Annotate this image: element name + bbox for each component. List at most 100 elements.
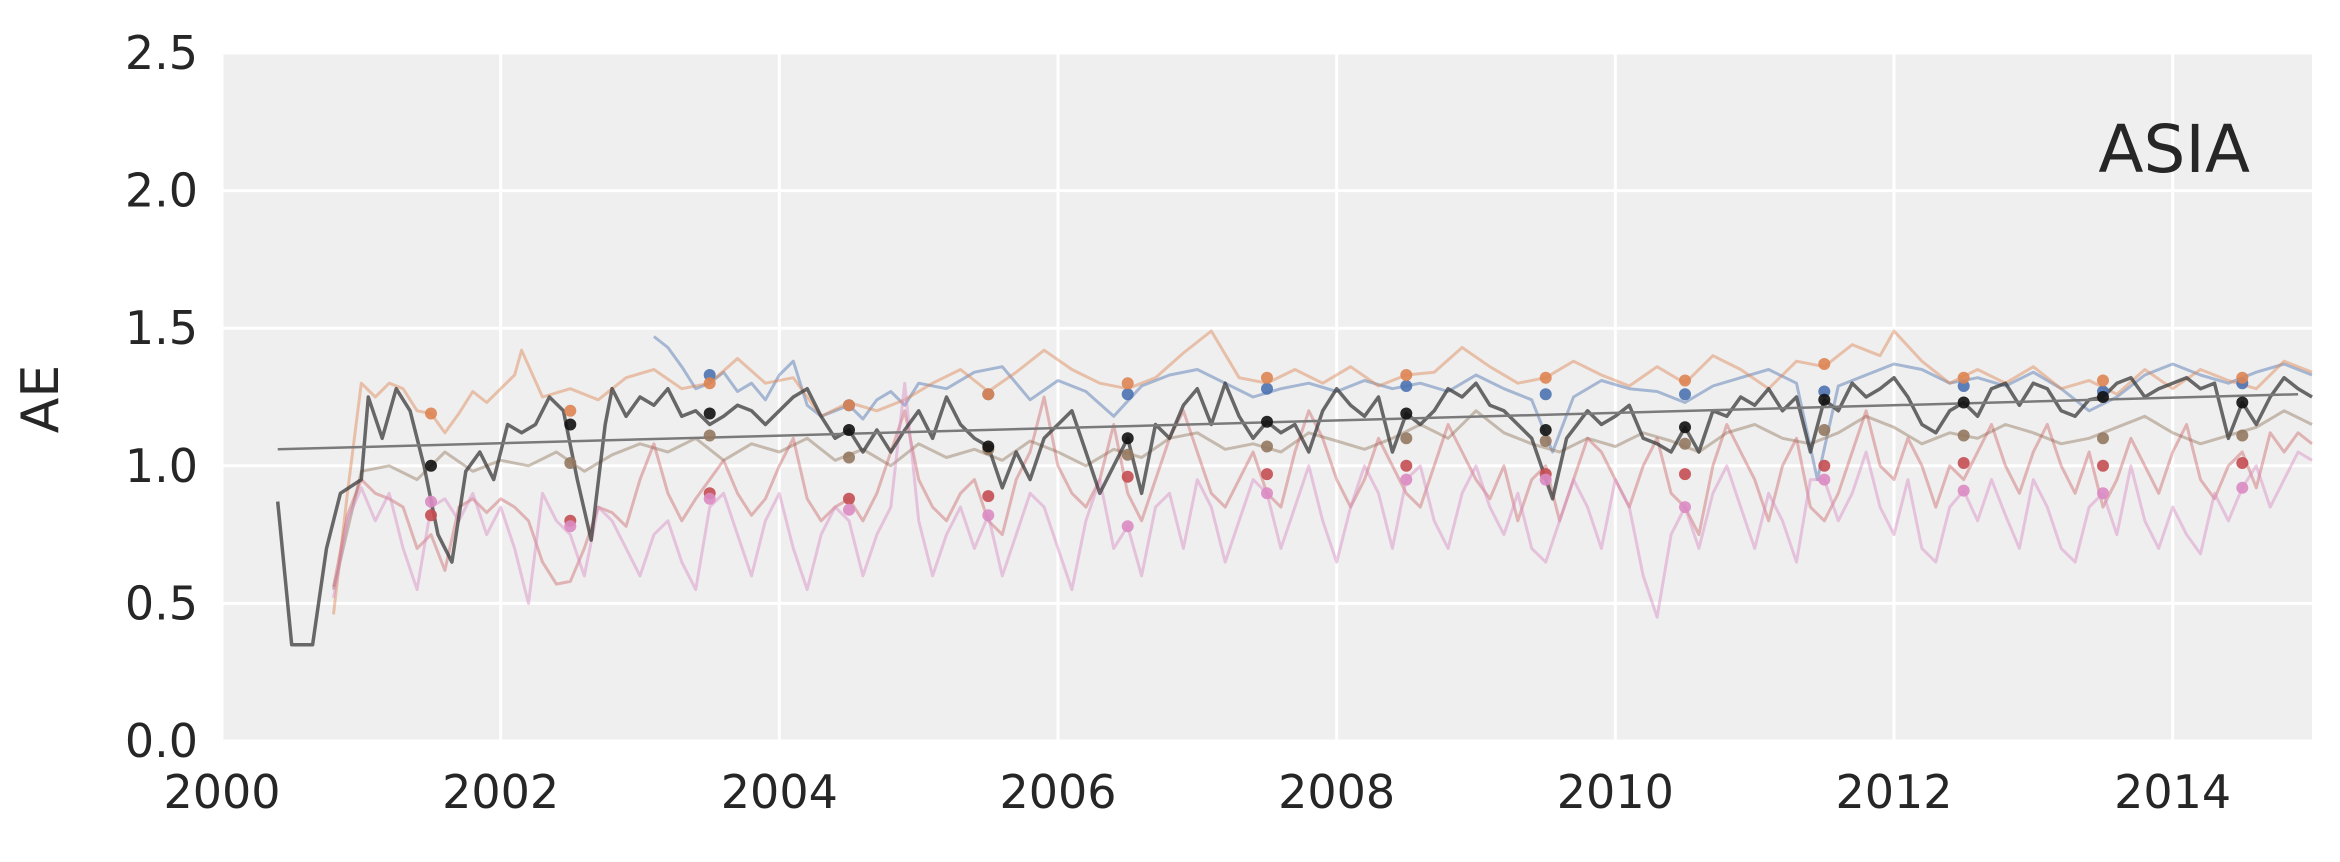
series-point-4 xyxy=(843,503,855,516)
series-point-4 xyxy=(982,509,995,522)
series-point-4 xyxy=(2097,487,2109,500)
series-layer xyxy=(275,329,2313,647)
series-line-2 xyxy=(332,409,2313,590)
series-point-4 xyxy=(2236,481,2249,494)
series-point-3 xyxy=(1957,457,1970,469)
dots-layer xyxy=(425,358,2249,533)
series-point-0 xyxy=(1679,388,1691,401)
y-tick-label: 1.0 xyxy=(125,439,198,493)
series-point-1 xyxy=(2236,371,2249,384)
series-point-0 xyxy=(703,369,716,381)
series-point-2 xyxy=(843,451,855,464)
series-point-2 xyxy=(2097,432,2109,445)
y-tick-label: 2.5 xyxy=(125,26,198,80)
series-point-5 xyxy=(2236,396,2249,409)
y-axis-label: AE xyxy=(11,365,71,433)
series-point-1 xyxy=(982,388,995,401)
series-point-1 xyxy=(1957,371,1970,384)
x-tick-label: 2012 xyxy=(1835,765,1952,819)
series-point-5 xyxy=(1400,407,1413,420)
series-point-1 xyxy=(843,399,855,412)
series-line-5 xyxy=(275,375,2313,647)
series-point-1 xyxy=(1121,377,1134,390)
series-point-5 xyxy=(982,440,995,453)
x-tick-label: 2004 xyxy=(721,765,838,819)
series-point-4 xyxy=(1400,473,1413,486)
series-point-1 xyxy=(1400,369,1413,381)
series-point-1 xyxy=(1261,371,1273,384)
series-point-2 xyxy=(1261,440,1273,453)
series-point-4 xyxy=(703,492,716,505)
y-tick-label: 2.0 xyxy=(125,164,198,218)
series-point-3 xyxy=(1400,459,1413,472)
x-tick-label: 2006 xyxy=(999,765,1116,819)
series-point-2 xyxy=(1400,432,1413,445)
series-point-2 xyxy=(703,429,716,442)
x-tick-label: 2000 xyxy=(163,765,280,819)
series-point-2 xyxy=(2236,429,2249,442)
series-point-3 xyxy=(1679,468,1691,481)
series-point-5 xyxy=(1818,393,1831,406)
x-tick-label: 2002 xyxy=(442,765,559,819)
series-point-0 xyxy=(1818,385,1831,398)
series-point-5 xyxy=(1957,396,1970,409)
series-point-1 xyxy=(703,377,716,390)
series-point-5 xyxy=(1261,415,1273,428)
series-point-1 xyxy=(1539,371,1552,384)
series-point-4 xyxy=(1121,520,1134,533)
series-point-1 xyxy=(1679,374,1691,387)
series-point-5 xyxy=(425,459,437,472)
series-point-0 xyxy=(1400,380,1413,392)
series-point-0 xyxy=(1539,388,1552,401)
series-point-5 xyxy=(843,424,855,436)
x-tick-label: 2014 xyxy=(2114,765,2231,819)
series-point-3 xyxy=(2097,459,2109,472)
series-point-5 xyxy=(2097,391,2109,403)
series-point-0 xyxy=(1121,388,1134,401)
y-tick-label: 0.5 xyxy=(125,576,198,630)
series-point-3 xyxy=(425,509,437,522)
plot-background xyxy=(222,53,2312,741)
series-point-3 xyxy=(843,492,855,505)
series-point-5 xyxy=(1679,421,1691,434)
series-point-1 xyxy=(1818,358,1831,370)
series-point-3 xyxy=(982,490,995,503)
series-point-4 xyxy=(1261,487,1273,500)
series-point-2 xyxy=(1818,424,1831,436)
series-point-5 xyxy=(1539,424,1552,436)
x-tick-label: 2008 xyxy=(1278,765,1395,819)
x-tick-label: 2010 xyxy=(1557,765,1674,819)
series-point-5 xyxy=(703,407,716,420)
series-point-2 xyxy=(1957,429,1970,442)
series-point-2 xyxy=(1539,435,1552,447)
y-tick-label: 0.0 xyxy=(125,714,198,768)
y-tick-labels: 0.0 0.5 1.0 1.5 2.0 2.5 xyxy=(125,26,198,768)
series-point-4 xyxy=(1679,501,1691,514)
series-point-2 xyxy=(1679,437,1691,450)
series-point-3 xyxy=(1818,459,1831,472)
series-point-2 xyxy=(564,457,577,469)
series-point-4 xyxy=(1957,484,1970,497)
series-point-0 xyxy=(1957,380,1970,392)
series-point-4 xyxy=(1818,473,1831,486)
series-point-4 xyxy=(425,495,437,508)
series-line-4 xyxy=(332,381,2313,619)
region-label: ASIA xyxy=(2098,111,2250,188)
series-point-4 xyxy=(564,520,577,533)
series-point-1 xyxy=(425,407,437,420)
y-tick-label: 1.5 xyxy=(125,301,198,355)
series-point-3 xyxy=(2236,457,2249,469)
series-point-3 xyxy=(1121,470,1134,483)
series-point-3 xyxy=(1261,468,1273,481)
series-point-5 xyxy=(564,418,577,431)
series-point-5 xyxy=(1121,432,1134,445)
series-line-0 xyxy=(652,335,2313,482)
series-point-0 xyxy=(1261,382,1273,395)
series-line-3 xyxy=(332,395,2313,588)
series-point-1 xyxy=(2097,374,2109,387)
series-point-1 xyxy=(564,404,577,417)
series-point-2 xyxy=(1121,448,1134,461)
series-point-4 xyxy=(1539,473,1552,486)
